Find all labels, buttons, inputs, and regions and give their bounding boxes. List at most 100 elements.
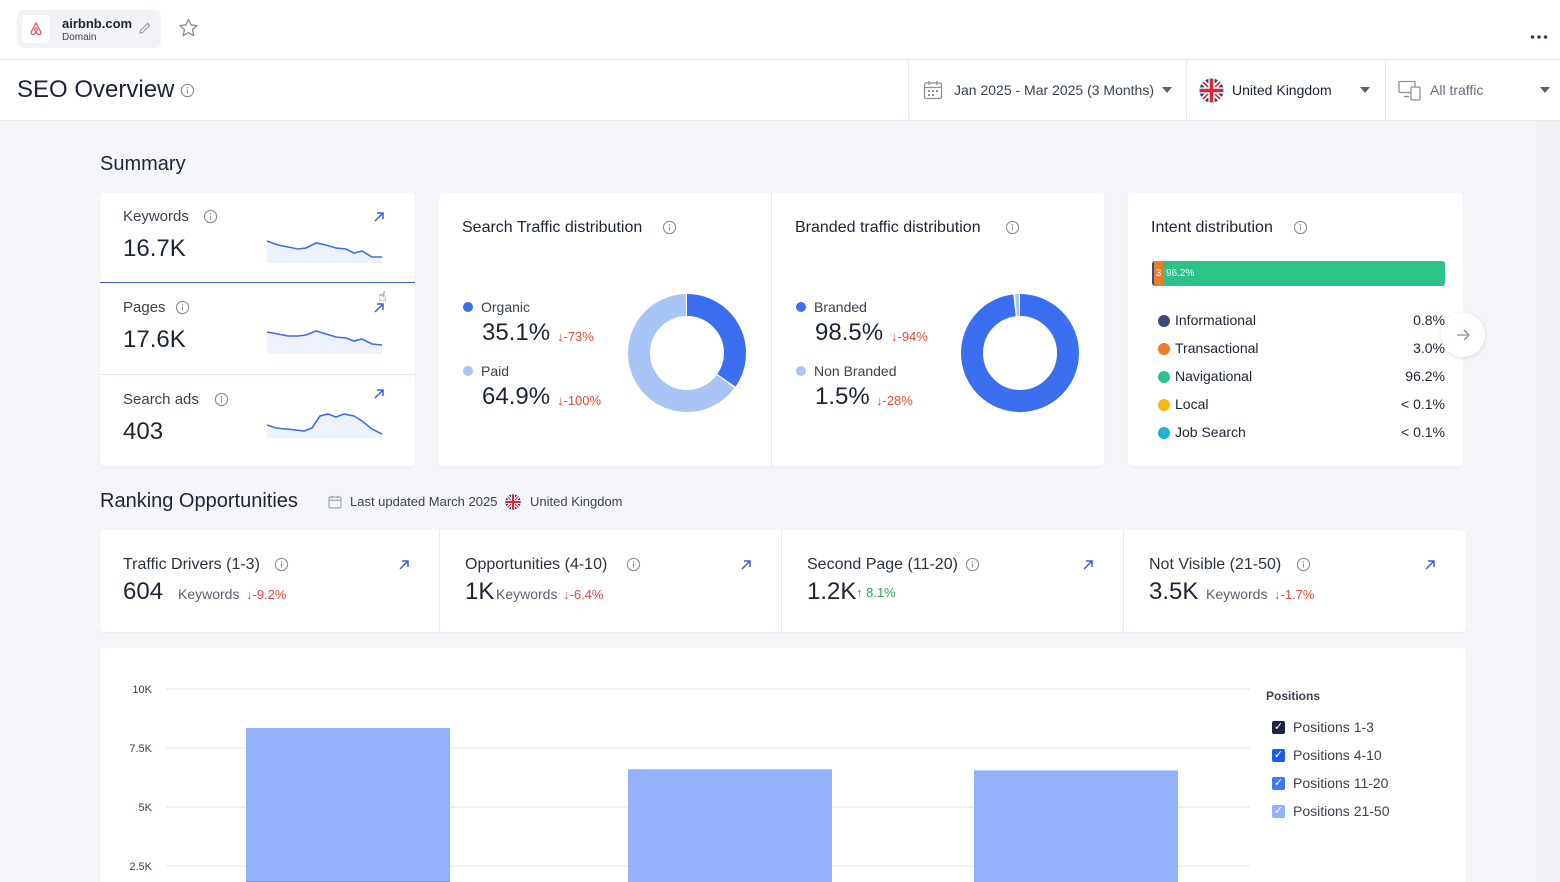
bar-segment[interactable]	[974, 770, 1178, 882]
date-range-filter[interactable]: Jan 2025 - Mar 2025 (3 Months)	[908, 60, 1186, 121]
metrics-card: Keywords 16.7K Pages 17.6K Search ads 40…	[100, 193, 415, 466]
date-range-label: Jan 2025 - Mar 2025 (3 Months)	[954, 82, 1154, 98]
opportunities-card[interactable]: Opportunities (4-10) 1K Keywords ↓-6.4%	[441, 530, 782, 632]
expand-arrow-icon[interactable]	[373, 387, 385, 405]
expand-arrow-icon[interactable]	[1424, 558, 1436, 576]
checkbox-checked-icon[interactable]: ✓	[1272, 721, 1285, 734]
search-traffic-title: Search Traffic distribution	[462, 219, 643, 236]
donut-slice-organic[interactable]	[628, 294, 746, 412]
rank-card-value: 604	[123, 578, 164, 605]
y-tick-label: 2.5K	[129, 861, 152, 873]
traffic-label: All traffic	[1430, 82, 1484, 98]
metric-label: Pages	[123, 299, 166, 316]
ranking-cards: Traffic Drivers (1-3) 604 Keywords ↓-9.2…	[100, 530, 1466, 632]
rank-card-title: Opportunities (4-10)	[465, 556, 608, 573]
checkbox-checked-icon[interactable]: ✓	[1272, 777, 1285, 790]
pages-metric[interactable]: Pages 17.6K	[100, 284, 415, 375]
rank-card-delta: ↓-6.4%	[563, 587, 604, 602]
calendar-icon	[923, 80, 943, 103]
y-tick-label: 5K	[139, 802, 153, 814]
info-icon[interactable]	[965, 557, 980, 577]
bar-segment[interactable]	[246, 727, 450, 882]
info-icon[interactable]	[1296, 557, 1311, 577]
intent-row: Local < 0.1%	[1152, 394, 1445, 414]
donut-slice-branded[interactable]	[961, 294, 1079, 412]
checkbox-checked-icon[interactable]: ✓	[1272, 749, 1285, 762]
domain-selector[interactable]: airbnb.com Domain	[17, 10, 161, 48]
keywords-sparkline	[266, 240, 382, 263]
positions-bar-chart: 10K 7.5K 5K 2.5K	[129, 684, 1250, 882]
rank-card-delta: ↑ 8.1%	[856, 585, 896, 600]
devices-icon	[1398, 80, 1422, 105]
page-title: SEO Overview	[17, 76, 175, 103]
page-header: SEO Overview Jan 2025 - Mar 2025 (3 Mont…	[0, 60, 1560, 121]
info-icon[interactable]	[175, 300, 190, 320]
rank-card-delta: ↓-1.7%	[1274, 587, 1315, 602]
legend-delta: ↓-94%	[891, 329, 928, 344]
metric-value: 403	[123, 418, 164, 445]
traffic-filter[interactable]: All traffic	[1385, 60, 1560, 121]
branded-traffic-donut	[961, 294, 1079, 412]
search-ads-sparkline	[266, 413, 383, 438]
country-filter[interactable]: United Kingdom	[1186, 60, 1385, 121]
transactional-segment: 3	[1154, 261, 1163, 286]
intent-row: Navigational 96.2%	[1152, 366, 1445, 386]
scrollbar[interactable]	[1536, 121, 1560, 882]
expand-arrow-icon[interactable]	[740, 558, 752, 576]
navigational-segment: 96.2%	[1163, 261, 1445, 286]
rank-card-value: 3.5K	[1149, 578, 1199, 605]
info-icon[interactable]	[203, 209, 218, 229]
star-icon[interactable]	[177, 17, 200, 44]
legend-label: Paid	[481, 363, 510, 379]
positions-legend-title: Positions	[1266, 689, 1321, 703]
legend-label: Branded	[814, 299, 867, 315]
pages-sparkline	[266, 330, 383, 354]
chevron-right-icon	[1457, 329, 1471, 341]
keywords-metric[interactable]: Keywords 16.7K	[100, 193, 415, 283]
bar-segment[interactable]	[628, 769, 832, 882]
metric-value: 16.7K	[123, 235, 186, 262]
calendar-icon	[328, 495, 342, 514]
hand-cursor-icon: ☝	[378, 288, 387, 304]
not-visible-card[interactable]: Not Visible (21-50) 3.5K Keywords ↓-1.7%	[1125, 530, 1466, 632]
rank-card-delta: ↓-9.2%	[246, 587, 287, 602]
country-label: United Kingdom	[1232, 82, 1332, 98]
y-tick-label: 7.5K	[129, 743, 152, 755]
expand-arrow-icon[interactable]	[373, 301, 385, 319]
info-icon[interactable]	[274, 557, 289, 577]
expand-arrow-icon[interactable]	[1082, 558, 1094, 576]
rank-card-unit: Keywords	[496, 586, 558, 602]
last-updated: Last updated March 2025	[350, 494, 498, 509]
search-traffic-donut	[628, 294, 746, 412]
checkbox-checked-icon[interactable]: ✓	[1272, 805, 1285, 818]
info-icon[interactable]	[626, 557, 641, 577]
ranking-title: Ranking Opportunities	[100, 490, 298, 512]
info-icon[interactable]	[1293, 220, 1308, 240]
info-icon[interactable]	[214, 392, 229, 412]
legend-delta: ↓-100%	[557, 393, 602, 408]
second-page-card[interactable]: Second Page (11-20) 1.2K ↑ 8.1%	[783, 530, 1124, 632]
intent-distribution-card: Intent distribution 3 96.2% Informationa…	[1128, 193, 1463, 466]
traffic-distribution-card: Search Traffic distribution Organic 35.1…	[439, 193, 1104, 466]
y-tick-label: 10K	[132, 684, 152, 696]
intent-row: Informational 0.8%	[1152, 310, 1445, 330]
info-icon[interactable]	[662, 220, 677, 240]
info-icon[interactable]	[180, 83, 195, 103]
more-dots-icon[interactable]	[1530, 27, 1548, 45]
carousel-next-button[interactable]	[1441, 313, 1485, 357]
search-ads-metric[interactable]: Search ads 403	[100, 376, 415, 466]
donut-slice-paid[interactable]	[628, 294, 746, 412]
uk-flag-icon	[505, 494, 521, 515]
expand-arrow-icon[interactable]	[373, 210, 385, 228]
chevron-down-icon	[1162, 87, 1172, 93]
informational-segment	[1152, 261, 1154, 286]
legend-percent: 64.9%	[482, 383, 551, 410]
traffic-drivers-card[interactable]: Traffic Drivers (1-3) 604 Keywords ↓-9.2…	[100, 530, 440, 632]
info-icon[interactable]	[1005, 220, 1020, 240]
legend-label: Organic	[481, 299, 531, 315]
expand-arrow-icon[interactable]	[398, 558, 410, 576]
legend-delta: ↓-73%	[557, 329, 594, 344]
pencil-icon[interactable]	[138, 21, 152, 38]
branded-legend-dot	[796, 302, 806, 312]
rank-card-unit: Keywords	[1206, 586, 1268, 602]
